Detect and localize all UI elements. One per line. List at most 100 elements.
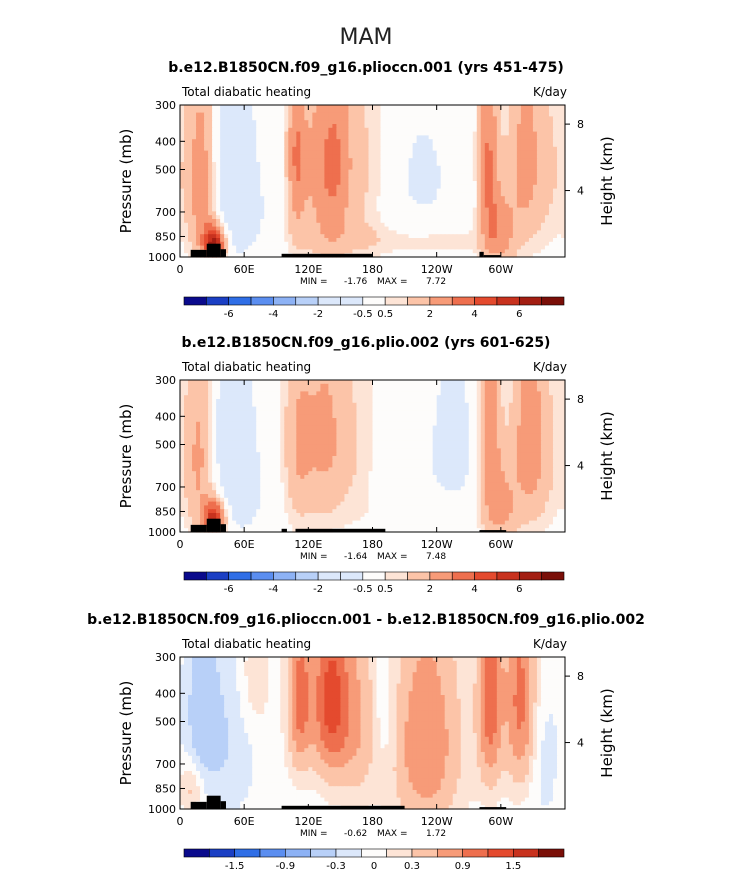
contour-cell	[280, 245, 285, 250]
contour-cell	[400, 391, 406, 396]
contour-cell	[288, 414, 293, 419]
contour-cell	[336, 241, 342, 247]
contour-cell	[472, 226, 478, 231]
contour-cell	[388, 112, 394, 117]
contour-cell	[400, 410, 406, 415]
contour-cell	[480, 406, 486, 411]
contour-cell	[360, 192, 366, 197]
contour-cell	[200, 188, 205, 193]
contour-cell	[460, 211, 466, 216]
contour-cell	[188, 173, 193, 178]
contour-cell	[336, 112, 342, 117]
contour-cell	[560, 387, 566, 392]
contour-cell	[196, 124, 201, 129]
contour-cell	[192, 383, 197, 389]
contour-cell	[408, 395, 414, 400]
contour-cell	[416, 406, 422, 411]
contour-cell	[388, 116, 394, 121]
contour-cell	[288, 188, 293, 193]
contour-cell	[548, 395, 554, 400]
contour-cell	[364, 203, 370, 209]
x-tick-label: 60E	[234, 263, 255, 276]
contour-cell	[240, 162, 245, 167]
contour-cell	[420, 207, 426, 212]
contour-cell	[180, 112, 185, 117]
contour-cell	[488, 158, 494, 163]
contour-cell	[460, 154, 466, 159]
contour-cell	[560, 165, 566, 171]
contour-cell	[544, 105, 550, 110]
contour-cell	[244, 395, 249, 400]
contour-cell	[524, 162, 530, 167]
contour-cell	[404, 200, 410, 205]
contour-cell	[336, 188, 342, 193]
contour-cell	[468, 249, 474, 254]
contour-cell	[272, 162, 277, 167]
contour-cell	[212, 226, 217, 231]
contour-cell	[532, 196, 538, 201]
contour-cell	[208, 196, 213, 201]
contour-cell	[496, 162, 502, 167]
contour-cell	[208, 219, 213, 224]
contour-cell	[372, 383, 378, 389]
contour-cell	[384, 402, 390, 408]
contour-cell	[340, 399, 346, 404]
contour-cell	[292, 203, 297, 209]
contour-cell	[504, 211, 510, 216]
contour-cell	[184, 124, 189, 129]
contour-cell	[272, 222, 277, 228]
contour-cell	[508, 234, 514, 239]
contour-cell	[188, 184, 193, 190]
contour-cell	[468, 177, 474, 182]
contour-cell	[460, 410, 466, 415]
contour-cell	[248, 135, 253, 140]
contour-cell	[236, 105, 241, 110]
contour-cell	[440, 219, 446, 224]
contour-cell	[332, 188, 338, 193]
contour-cell	[208, 146, 213, 152]
contour-cell	[372, 192, 378, 197]
contour-cell	[520, 226, 526, 231]
contour-cell	[284, 249, 289, 254]
contour-cell	[228, 162, 233, 167]
contour-cell	[216, 222, 221, 228]
contour-cell	[200, 124, 205, 129]
contour-cell	[516, 238, 522, 243]
contour-cell	[244, 112, 249, 117]
contour-cell	[284, 215, 289, 220]
contour-cell	[544, 207, 550, 212]
contour-cell	[520, 188, 526, 193]
contour-cell	[524, 399, 530, 404]
contour-cell	[440, 105, 446, 110]
contour-cell	[336, 230, 342, 235]
contour-cell	[344, 124, 350, 129]
contour-cell	[364, 120, 370, 125]
contour-cell	[216, 238, 221, 243]
contour-cell	[444, 188, 450, 193]
contour-cell	[548, 245, 554, 250]
contour-cell	[408, 253, 414, 258]
contour-cell	[208, 173, 213, 178]
contour-cell	[488, 120, 494, 125]
contour-cell	[184, 399, 189, 404]
contour-cell	[508, 207, 514, 212]
contour-cell	[328, 219, 333, 224]
contour-cell	[500, 150, 506, 155]
contour-cell	[316, 184, 321, 190]
contour-cell	[548, 391, 554, 396]
contour-cell	[508, 146, 514, 152]
contour-cell	[464, 215, 470, 220]
contour-cell	[340, 135, 346, 140]
contour-cell	[500, 139, 506, 144]
contour-cell	[244, 150, 249, 155]
contour-cell	[424, 399, 430, 404]
contour-cell	[220, 421, 225, 427]
contour-cell	[412, 124, 418, 129]
contour-cell	[456, 181, 462, 186]
contour-cell	[252, 154, 257, 159]
contour-cell	[392, 383, 398, 389]
contour-cell	[180, 241, 185, 247]
contour-cell	[560, 173, 566, 178]
contour-cell	[392, 230, 398, 235]
contour-cell	[412, 173, 418, 178]
